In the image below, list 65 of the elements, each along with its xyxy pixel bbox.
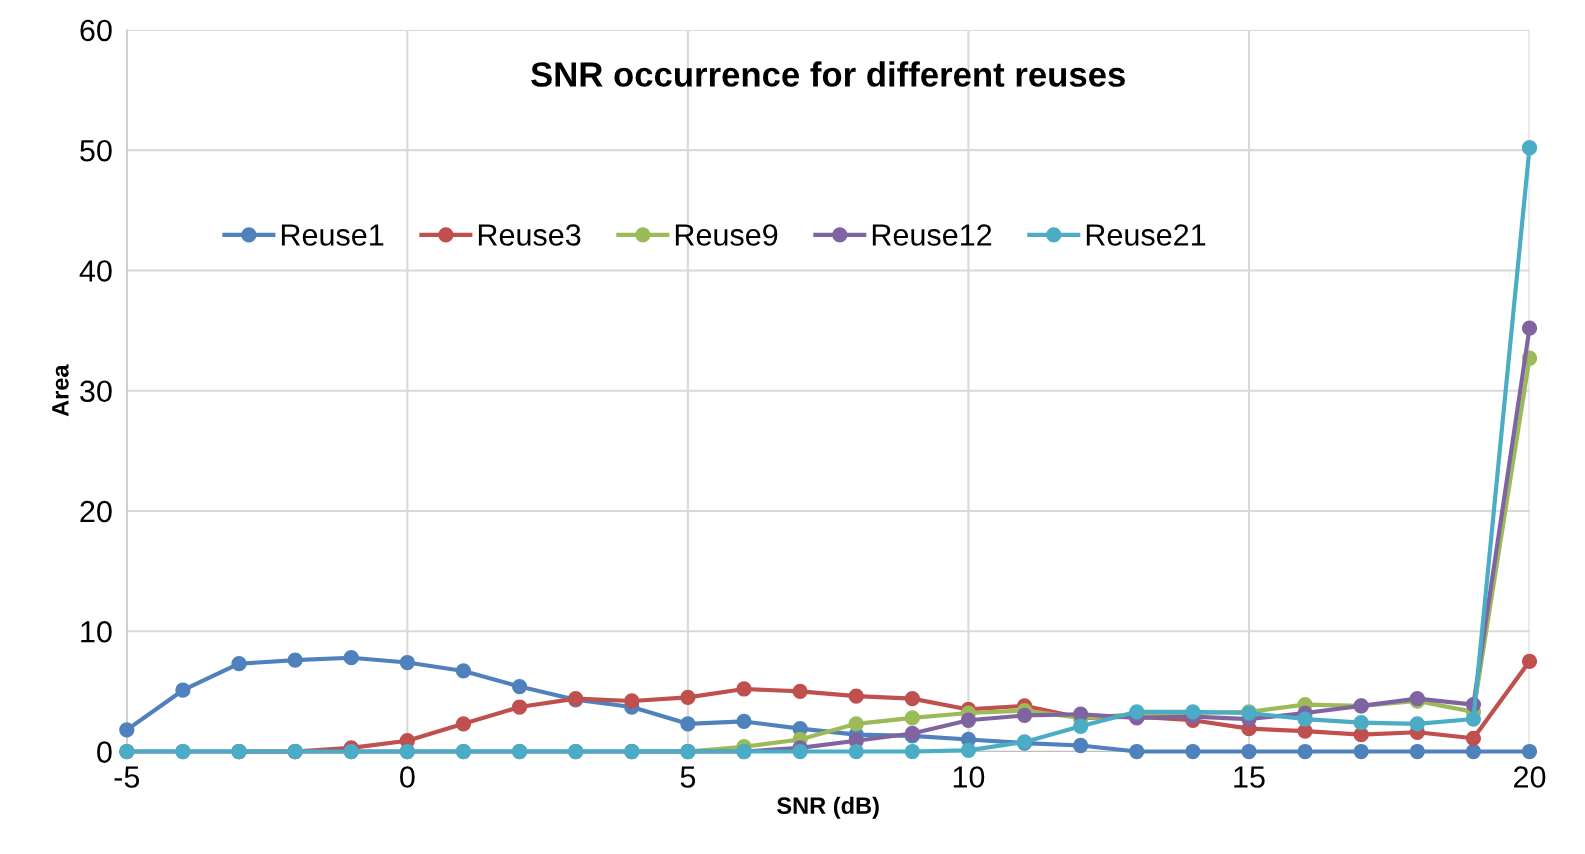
y-tick-label: 0 [97,741,112,763]
x-tick-label: -5 [114,766,140,788]
point [680,716,696,732]
point [736,713,752,730]
y-tick-label: 30 [80,380,112,403]
x-tick-label: 15 [1234,766,1265,788]
point [904,743,920,760]
point [736,681,752,697]
legend-label: Reuse1 [281,224,384,246]
y-axis-title: Area [52,364,69,417]
point [343,650,359,666]
y-tick-label: 20 [80,500,112,523]
point [1465,743,1482,760]
point [175,682,191,698]
point [287,652,303,668]
x-tick-label: 20 [1514,766,1546,788]
x-tick-label: 0 [400,766,415,788]
point [1073,718,1089,734]
x-tick-label: 5 [680,766,696,788]
point [624,693,640,709]
y-tick-label: 40 [79,260,112,282]
text: SNR occurrence for different reuses [531,61,1125,87]
point [1073,737,1089,754]
point [1297,711,1313,727]
x-tick-label: 10 [953,766,985,788]
point [1465,730,1482,746]
point [792,683,808,700]
point [231,656,247,672]
point [904,710,920,726]
point [1521,653,1538,669]
point [1521,320,1538,336]
y-tick-label: 60 [80,19,112,42]
point [1297,743,1313,760]
point [1521,743,1538,760]
point [455,716,472,732]
point [792,743,808,760]
legend-label: Reuse21 [1086,224,1206,246]
point [511,699,528,715]
point [1521,140,1538,156]
point [1016,707,1033,724]
y-tick-label: 10 [81,620,112,643]
point [399,654,415,671]
point [1409,743,1425,760]
point [848,688,864,704]
legend-label: Reuse12 [872,224,992,246]
point [848,743,864,760]
point [1353,715,1369,731]
point [1353,743,1369,760]
point [119,722,135,738]
legend-label: Reuse3 [478,224,581,246]
point [848,716,864,732]
point [511,678,528,695]
point [960,742,977,758]
point [960,712,977,728]
point [680,689,696,706]
x-axis-title: SNR (dB) [777,796,879,819]
y-tick-label: 50 [80,139,112,162]
point [1185,743,1201,760]
point [1129,743,1145,760]
point [1409,716,1425,732]
point [904,690,920,707]
point [1465,711,1482,727]
point [455,663,472,679]
legend-label: Reuse9 [675,224,778,246]
point [1241,743,1257,760]
